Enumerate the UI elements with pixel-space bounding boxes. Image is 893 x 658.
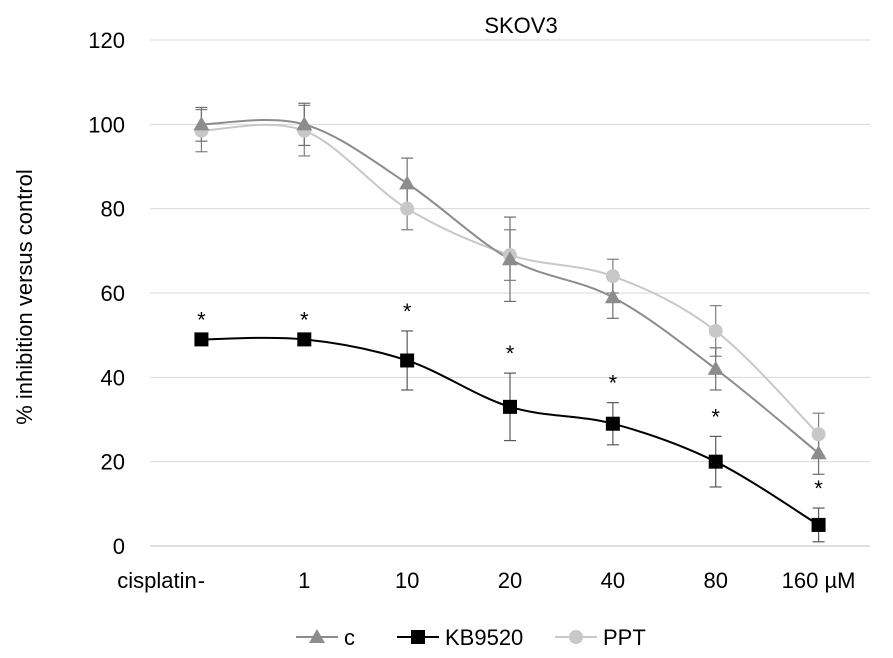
y-tick-label: 40 [101, 365, 125, 390]
legend-label: KB9520 [445, 625, 523, 650]
data-point-c [502, 251, 518, 266]
significance-star: * [814, 476, 823, 501]
x-tick-labels: - 1 10 20 40 80 160 µM [198, 568, 856, 593]
data-point-KB9520 [811, 517, 826, 532]
data-point-KB9520 [400, 353, 415, 368]
data-point-c [399, 175, 416, 190]
significance-star: * [711, 404, 720, 429]
data-point-c [193, 116, 210, 131]
y-tick-label: 60 [101, 281, 125, 306]
y-axis-title: % inhibition versus control [12, 169, 37, 425]
legend-label: PPT [603, 625, 646, 650]
y-tick-label: 80 [101, 197, 125, 222]
legend-label: c [344, 625, 355, 650]
significance-star: * [609, 371, 618, 396]
data-point-KB9520 [297, 332, 312, 347]
error-bars [195, 102, 825, 543]
legend-marker [569, 630, 583, 644]
significance-star: * [403, 299, 412, 324]
series-lines [201, 118, 820, 526]
data-point-PPT [811, 427, 826, 442]
significance-star: * [506, 341, 515, 366]
x-tick-label: 40 [601, 568, 625, 593]
x-tick-label: 1 [298, 568, 310, 593]
y-tick-label: 20 [101, 450, 125, 475]
significance-star: * [197, 307, 206, 332]
y-tick-label: 120 [88, 28, 125, 53]
legend-item-c: c [296, 625, 355, 650]
x-tick-label: - [198, 568, 205, 593]
data-point-c [604, 289, 621, 304]
x-tick-label: 80 [703, 568, 727, 593]
series-markers [193, 116, 827, 532]
data-point-KB9520 [605, 416, 620, 431]
y-tick-labels: 0 20 40 60 80 100 120 [88, 28, 125, 559]
legend-marker [411, 630, 425, 644]
legend-item-KB9520: KB9520 [397, 625, 523, 650]
legend-marker [309, 629, 325, 643]
x-tick-label: 160 µM [782, 568, 856, 593]
legend: c KB9520 PPT [296, 625, 646, 650]
significance-marks: * * * * * * * [197, 299, 823, 501]
data-point-KB9520 [503, 399, 517, 414]
data-point-KB9520 [194, 332, 209, 347]
y-tick-label: 0 [113, 534, 125, 559]
x-tick-label: 10 [395, 568, 419, 593]
data-point-PPT [708, 323, 723, 338]
chart-title: SKOV3 [484, 13, 557, 38]
legend-item-PPT: PPT [555, 625, 646, 650]
data-point-c [296, 116, 313, 131]
data-point-c [810, 445, 827, 460]
x-row-label: cisplatin [117, 568, 196, 593]
data-point-PPT [605, 269, 620, 284]
data-point-PPT [400, 201, 415, 216]
data-point-c [707, 360, 724, 375]
data-point-KB9520 [708, 454, 723, 469]
significance-star: * [300, 307, 309, 332]
x-tick-label: 20 [498, 568, 522, 593]
y-tick-label: 100 [88, 112, 125, 137]
